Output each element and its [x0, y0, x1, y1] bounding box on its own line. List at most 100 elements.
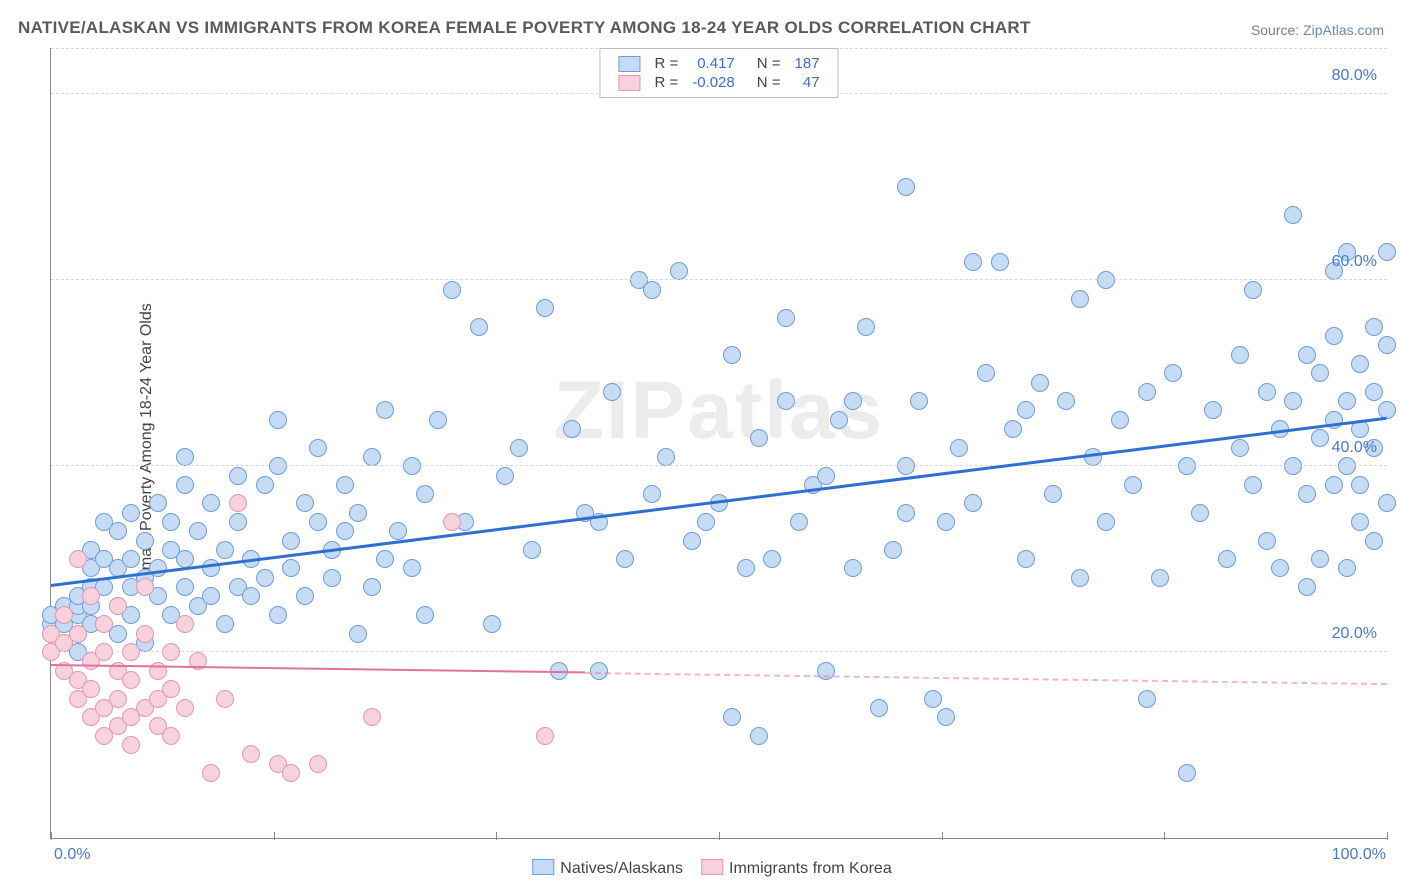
data-point — [242, 587, 260, 605]
x-axis-min-label: 0.0% — [54, 846, 90, 864]
data-point — [1365, 318, 1383, 336]
data-point — [216, 690, 234, 708]
data-point — [1351, 476, 1369, 494]
data-point — [309, 755, 327, 773]
data-point — [176, 699, 194, 717]
data-point — [1351, 513, 1369, 531]
data-point — [1178, 764, 1196, 782]
data-point — [1311, 550, 1329, 568]
correlation-legend: R =0.417N =187R =-0.028N =47 — [599, 48, 838, 98]
data-point — [216, 541, 234, 559]
data-point — [1164, 364, 1182, 382]
data-point — [1325, 327, 1343, 345]
x-tick — [1387, 832, 1388, 840]
data-point — [282, 559, 300, 577]
data-point — [590, 662, 608, 680]
data-point — [336, 522, 354, 540]
data-point — [1284, 206, 1302, 224]
data-point — [202, 494, 220, 512]
data-point — [429, 411, 447, 429]
data-point — [1191, 504, 1209, 522]
data-point — [977, 364, 995, 382]
correlation-row: R =0.417N =187 — [612, 55, 825, 72]
data-point — [269, 606, 287, 624]
data-point — [416, 485, 434, 503]
data-point — [616, 550, 634, 568]
data-point — [777, 309, 795, 327]
data-point — [1057, 392, 1075, 410]
data-point — [1071, 290, 1089, 308]
source-prefix: Source: — [1251, 22, 1303, 38]
data-point — [82, 587, 100, 605]
data-point — [176, 476, 194, 494]
data-point — [763, 550, 781, 568]
y-tick-label: 40.0% — [1332, 439, 1377, 457]
series-legend: Natives/AlaskansImmigrants from Korea — [514, 859, 891, 878]
gridline — [51, 465, 1387, 466]
data-point — [109, 597, 127, 615]
data-point — [1311, 429, 1329, 447]
data-point — [643, 485, 661, 503]
data-point — [924, 690, 942, 708]
data-point — [790, 513, 808, 531]
data-point — [69, 550, 87, 568]
data-point — [82, 680, 100, 698]
data-point — [376, 550, 394, 568]
source-link[interactable]: ZipAtlas.com — [1303, 22, 1384, 38]
data-point — [657, 448, 675, 466]
data-point — [1284, 392, 1302, 410]
data-point — [55, 606, 73, 624]
data-point — [1271, 559, 1289, 577]
data-point — [950, 439, 968, 457]
data-point — [229, 494, 247, 512]
data-point — [256, 569, 274, 587]
data-point — [723, 708, 741, 726]
data-point — [323, 569, 341, 587]
data-point — [1097, 513, 1115, 531]
data-point — [149, 494, 167, 512]
legend-swatch — [532, 859, 554, 875]
x-tick — [274, 832, 275, 840]
data-point — [857, 318, 875, 336]
data-point — [309, 439, 327, 457]
data-point — [964, 494, 982, 512]
source-label: Source: ZipAtlas.com — [1251, 22, 1384, 38]
data-point — [109, 522, 127, 540]
data-point — [363, 448, 381, 466]
data-point — [643, 281, 661, 299]
data-point — [817, 467, 835, 485]
data-point — [296, 494, 314, 512]
data-point — [1258, 383, 1276, 401]
data-point — [1298, 346, 1316, 364]
data-point — [1338, 559, 1356, 577]
data-point — [937, 708, 955, 726]
data-point — [122, 736, 140, 754]
data-point — [897, 504, 915, 522]
data-point — [443, 281, 461, 299]
y-tick-label: 60.0% — [1332, 253, 1377, 271]
data-point — [897, 457, 915, 475]
data-point — [991, 253, 1009, 271]
data-point — [1244, 281, 1262, 299]
data-point — [870, 699, 888, 717]
data-point — [136, 532, 154, 550]
data-point — [363, 708, 381, 726]
data-point — [416, 606, 434, 624]
data-point — [282, 764, 300, 782]
data-point — [229, 513, 247, 531]
data-point — [563, 420, 581, 438]
data-point — [176, 448, 194, 466]
data-point — [897, 178, 915, 196]
data-point — [603, 383, 621, 401]
data-point — [256, 476, 274, 494]
data-point — [122, 643, 140, 661]
data-point — [1378, 243, 1396, 261]
data-point — [1151, 569, 1169, 587]
data-point — [523, 541, 541, 559]
data-point — [122, 504, 140, 522]
data-point — [483, 615, 501, 633]
legend-swatch — [701, 859, 723, 875]
data-point — [777, 392, 795, 410]
data-point — [282, 532, 300, 550]
data-point — [389, 522, 407, 540]
